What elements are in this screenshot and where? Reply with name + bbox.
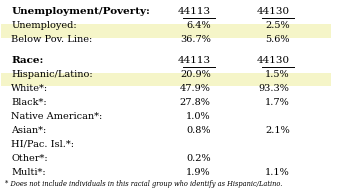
Text: Native American*:: Native American*: [11, 112, 102, 121]
Text: 27.8%: 27.8% [180, 98, 211, 107]
Text: Hispanic/Latino:: Hispanic/Latino: [11, 70, 93, 79]
Text: Below Pov. Line:: Below Pov. Line: [11, 35, 92, 44]
Text: Multi*:: Multi*: [11, 168, 46, 177]
Text: 6.4%: 6.4% [186, 21, 211, 30]
Text: 2.5%: 2.5% [265, 21, 290, 30]
Text: 5.6%: 5.6% [265, 35, 290, 44]
Text: Unemployed:: Unemployed: [11, 21, 77, 30]
Text: 1.0%: 1.0% [186, 112, 211, 121]
Text: 44113: 44113 [178, 56, 211, 65]
Text: 20.9%: 20.9% [180, 70, 211, 79]
Text: 0.2%: 0.2% [186, 154, 211, 163]
Text: Black*:: Black*: [11, 98, 47, 107]
Text: White*:: White*: [11, 84, 48, 93]
Text: Unemployment/Poverty:: Unemployment/Poverty: [11, 7, 150, 16]
Text: 1.5%: 1.5% [265, 70, 290, 79]
Text: 47.9%: 47.9% [180, 84, 211, 93]
Text: HI/Pac. Isl.*:: HI/Pac. Isl.*: [11, 140, 74, 149]
Text: 2.1%: 2.1% [265, 126, 290, 135]
Text: 44130: 44130 [257, 7, 290, 16]
Text: Other*:: Other*: [11, 154, 48, 163]
Text: * Does not include individuals in this racial group who identify as Hispanic/Lat: * Does not include individuals in this r… [5, 180, 282, 188]
Text: 93.3%: 93.3% [259, 84, 290, 93]
Text: 1.1%: 1.1% [265, 168, 290, 177]
Text: 1.9%: 1.9% [186, 168, 211, 177]
Text: 44113: 44113 [178, 7, 211, 16]
Text: Asian*:: Asian*: [11, 126, 47, 135]
FancyBboxPatch shape [1, 73, 331, 86]
Text: Race:: Race: [11, 56, 44, 65]
Text: 44130: 44130 [257, 56, 290, 65]
FancyBboxPatch shape [1, 24, 331, 38]
Text: 1.7%: 1.7% [265, 98, 290, 107]
Text: 0.8%: 0.8% [186, 126, 211, 135]
Text: 36.7%: 36.7% [180, 35, 211, 44]
